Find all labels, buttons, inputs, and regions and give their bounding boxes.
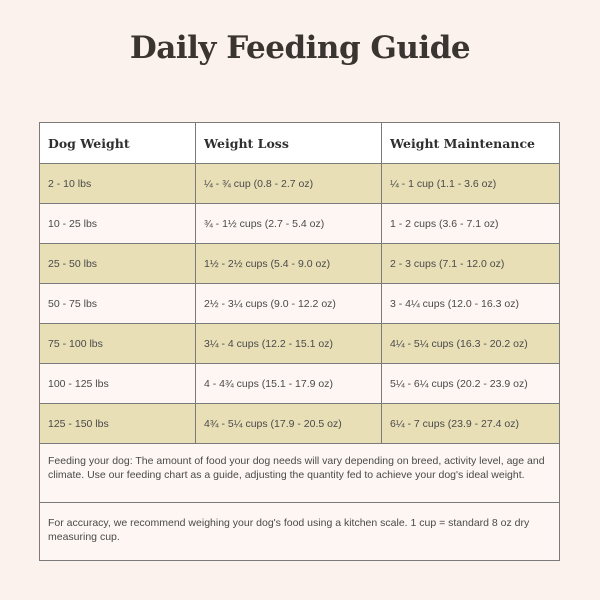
cell-weight-maintenance: 1 - 2 cups (3.6 - 7.1 oz) <box>390 217 499 230</box>
cell-dog-weight: 2 - 10 lbs <box>40 164 196 203</box>
table-row: 75 - 100 lbs 3¼ - 4 cups (12.2 - 15.1 oz)… <box>40 324 559 364</box>
cell-weight-maintenance: 2 - 3 cups (7.1 - 12.0 oz) <box>390 257 505 270</box>
cell-dog-weight: 125 - 150 lbs <box>40 404 196 443</box>
cell-dog-weight: 50 - 75 lbs <box>40 284 196 323</box>
cell-weight-loss: 4 - 4¾ cups (15.1 - 17.9 oz) <box>196 364 382 403</box>
cell-dog-weight: 100 - 125 lbs <box>40 364 196 403</box>
table-row: 125 - 150 lbs 4¾ - 5¼ cups (17.9 - 20.5 o… <box>40 404 559 444</box>
cell-weight-loss: 1½ - 2½ cups (5.4 - 9.0 oz) <box>196 244 382 283</box>
accuracy-note: For accuracy, we recommend weighing your… <box>40 503 559 560</box>
cell-weight-maintenance: 4¼ - 5¼ cups (16.3 - 20.2 oz) <box>390 337 528 350</box>
header-dog-weight: Dog Weight <box>40 123 196 163</box>
cell-weight-maintenance: ¼ - 1 cup (1.1 - 3.6 oz) <box>390 177 497 190</box>
cell-weight-maintenance: 3 - 4¼ cups (12.0 - 16.3 oz) <box>390 297 519 310</box>
cell-weight-loss: ¾ - 1½ cups (2.7 - 5.4 oz) <box>196 204 382 243</box>
table-row: 50 - 75 lbs 2½ - 3¼ cups (9.0 - 12.2 oz) 3… <box>40 284 559 324</box>
table-row: 10 - 25 lbs ¾ - 1½ cups (2.7 - 5.4 oz) 1 -… <box>40 204 559 244</box>
cell-weight-loss: ¼ - ¾ cup (0.8 - 2.7 oz) <box>196 164 382 203</box>
cell-dog-weight: 25 - 50 lbs <box>40 244 196 283</box>
feeding-note: Feeding your dog: The amount of food you… <box>40 444 559 503</box>
cell-weight-maintenance: 5¼ - 6¼ cups (20.2 - 23.9 oz) <box>390 377 528 390</box>
header-weight-loss: Weight Loss <box>196 123 382 163</box>
table-row: 2 - 10 lbs ¼ - ¾ cup (0.8 - 2.7 oz) ¼ - 1 … <box>40 164 559 204</box>
table-row: 100 - 125 lbs 4 - 4¾ cups (15.1 - 17.9 oz… <box>40 364 559 404</box>
cell-weight-maintenance: 6¼ - 7 cups (23.9 - 27.4 oz) <box>390 417 519 430</box>
cell-weight-loss: 3¼ - 4 cups (12.2 - 15.1 oz) <box>196 324 382 363</box>
feeding-table: Dog Weight Weight Loss Weight Maintenanc… <box>39 122 560 561</box>
cell-weight-loss: 4¾ - 5¼ cups (17.9 - 20.5 oz) <box>196 404 382 443</box>
cell-dog-weight: 10 - 25 lbs <box>40 204 196 243</box>
cell-dog-weight: 75 - 100 lbs <box>40 324 196 363</box>
table-row: 25 - 50 lbs 1½ - 2½ cups (5.4 - 9.0 oz) 2 … <box>40 244 559 284</box>
page-title: Daily Feeding Guide <box>129 30 471 66</box>
header-weight-maintenance: Weight Maintenance <box>390 135 536 151</box>
table-header: Dog Weight Weight Loss Weight Maintenanc… <box>40 123 559 164</box>
cell-weight-loss: 2½ - 3¼ cups (9.0 - 12.2 oz) <box>196 284 382 323</box>
